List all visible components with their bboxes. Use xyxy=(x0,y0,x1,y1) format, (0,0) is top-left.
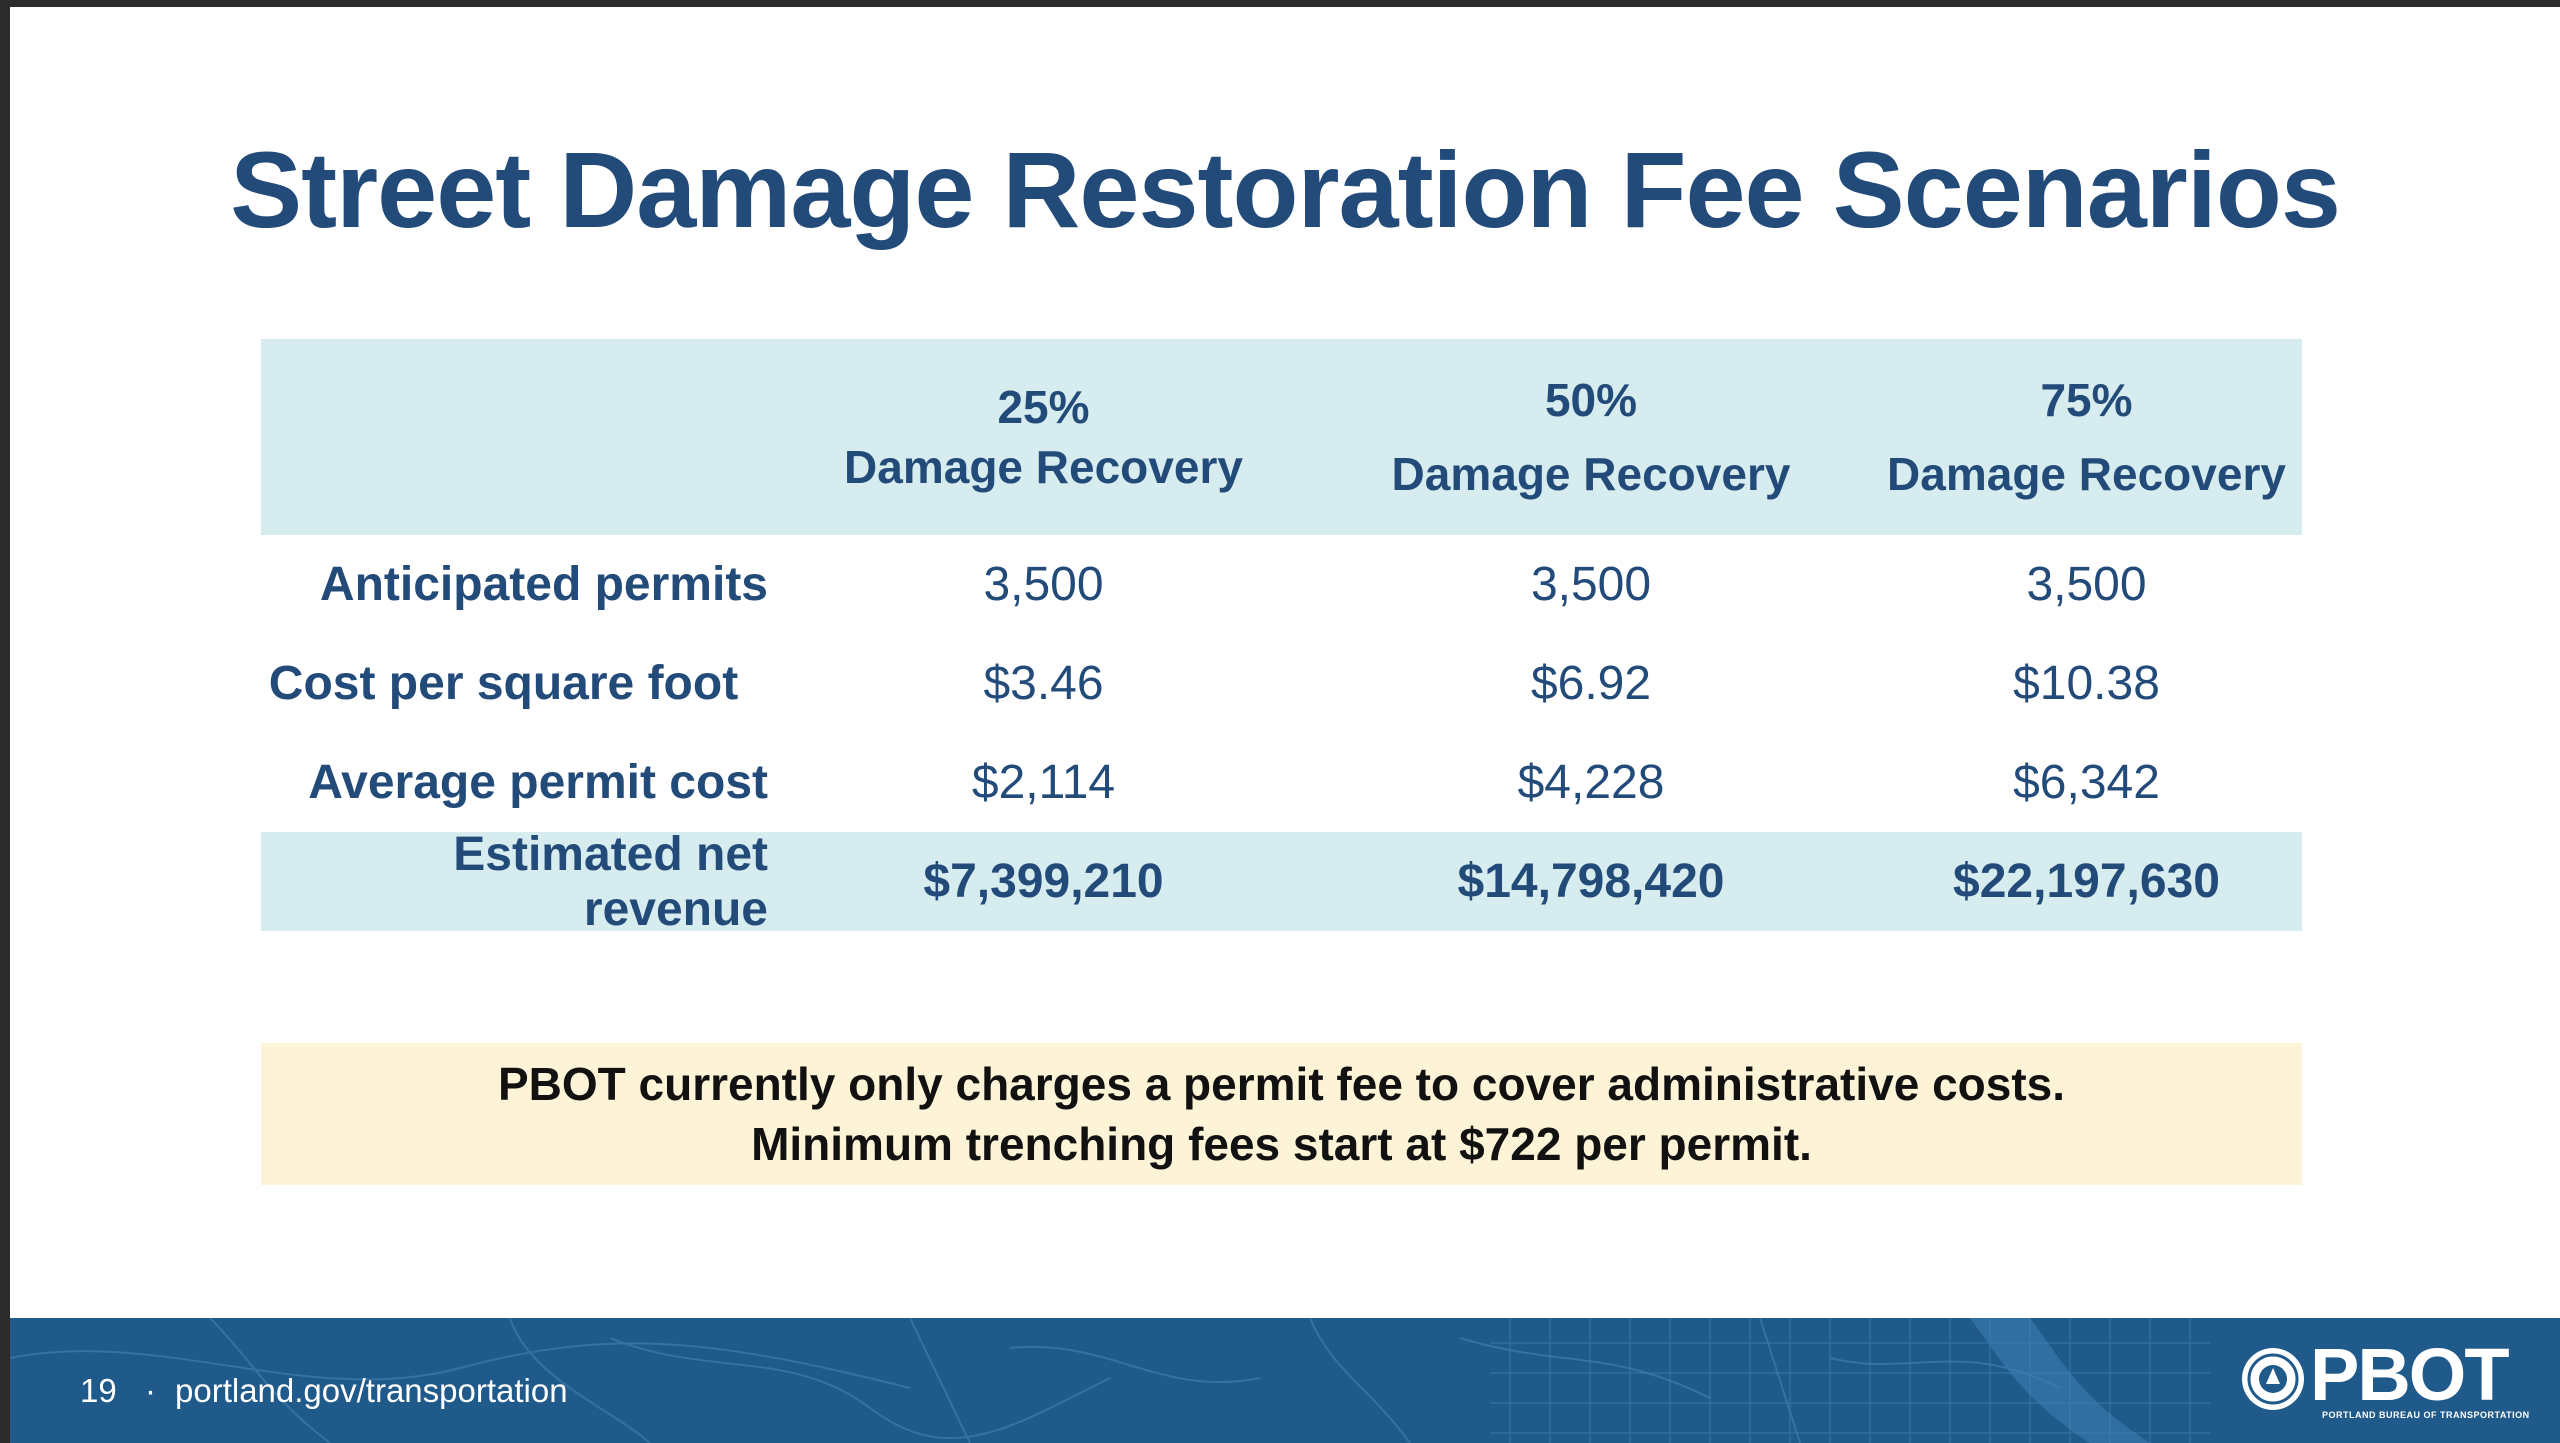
row-label: Anticipated permits xyxy=(319,558,768,611)
table-cell: 3,500 xyxy=(983,558,1104,611)
table-row-total: Estimated net revenue $7,399,210 $14,798… xyxy=(261,828,2302,936)
table-cell: $4,228 xyxy=(1517,756,1665,809)
table-header-row: 25% Damage Recovery 50% Damage Recovery … xyxy=(261,339,2302,535)
header-pct: 50% xyxy=(1544,374,1638,426)
note-box: PBOT currently only charges a permit fee… xyxy=(261,1043,2302,1185)
table-row: Cost per square foot $3.46 $6.92 $10.38 xyxy=(261,634,2302,733)
fee-scenarios-table: 25% Damage Recovery 50% Damage Recovery … xyxy=(261,339,2302,936)
table-cell: $10.38 xyxy=(2013,657,2160,710)
separator-dot: · xyxy=(145,1372,156,1409)
header-label: Damage Recovery xyxy=(1391,448,1791,500)
note-line: Minimum trenching fees start at $722 per… xyxy=(751,1118,1812,1170)
table-row: Average permit cost $2,114 $4,228 $6,342 xyxy=(261,733,2302,832)
table-cell: $7,399,210 xyxy=(923,855,1164,908)
table-cell: $22,197,630 xyxy=(1953,855,2220,908)
logo-text: PBOT xyxy=(2310,1333,2510,1416)
page-number: 19 xyxy=(80,1372,117,1409)
slide-title: Street Damage Restoration Fee Scenarios xyxy=(230,129,2341,250)
website-link[interactable]: portland.gov/transportation xyxy=(175,1372,568,1409)
header-pct: 25% xyxy=(997,381,1090,433)
map-background xyxy=(10,1318,2560,1443)
table-cell: $2,114 xyxy=(971,756,1116,809)
city-seal-icon xyxy=(2242,1348,2304,1410)
header-label: Damage Recovery xyxy=(1887,448,2286,500)
table-cell: 3,500 xyxy=(2026,558,2147,611)
table-row: Anticipated permits 3,500 3,500 3,500 xyxy=(261,535,2302,634)
table-cell: $6.92 xyxy=(1530,657,1652,710)
table-cell: 3,500 xyxy=(1530,558,1652,611)
pbot-logo: PBOT PORTLAND BUREAU OF TRANSPORTATION xyxy=(2240,1333,2529,1428)
header-pct: 75% xyxy=(2040,374,2133,426)
table-cell: $6,342 xyxy=(2013,756,2160,809)
row-label: Estimated net revenue xyxy=(453,827,768,936)
row-label: Cost per square foot xyxy=(268,657,739,710)
logo-subtext: PORTLAND BUREAU OF TRANSPORTATION xyxy=(2322,1410,2530,1420)
row-label: Average permit cost xyxy=(308,756,768,809)
header-label: Damage Recovery xyxy=(844,441,1243,493)
footer: 19 · portland.gov/transportation PBOT PO… xyxy=(10,1318,2560,1443)
slide: Street Damage Restoration Fee Scenarios … xyxy=(10,7,2560,1443)
table-cell: $14,798,420 xyxy=(1457,855,1725,908)
header-75-percent: 75% Damage Recovery xyxy=(1871,370,2302,504)
header-50-percent: 50% Damage Recovery xyxy=(1311,370,1871,504)
table-cell: $3.46 xyxy=(983,657,1104,710)
header-25-percent: 25% Damage Recovery xyxy=(776,377,1311,497)
note-line: PBOT currently only charges a permit fee… xyxy=(497,1058,2066,1110)
